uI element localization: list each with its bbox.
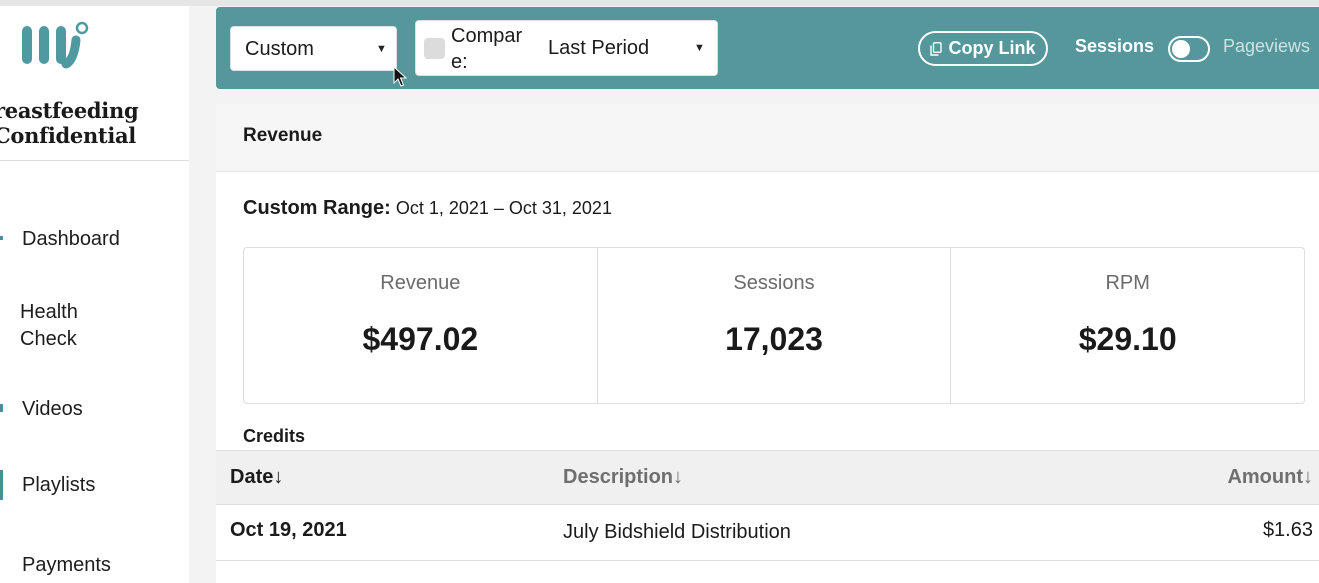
sidebar: reastfeeding Confidential Dashboard Heal…: [0, 6, 189, 583]
sessions-option[interactable]: Sessions: [1075, 36, 1155, 56]
stat-value: 17,023: [725, 321, 823, 357]
sidebar-item-health-check[interactable]: Health Check: [0, 297, 189, 355]
sidebar-item-label: Playlists: [22, 474, 96, 496]
compare-label: Compar e:: [451, 25, 523, 73]
credits-heading: Credits: [243, 426, 306, 446]
revenue-panel: Revenue Custom Range: Oct 1, 2021 – Oct …: [216, 104, 1319, 583]
copy-icon: [930, 41, 943, 56]
copy-link-button[interactable]: Copy Link: [918, 31, 1048, 66]
stat-label: Revenue: [380, 272, 461, 294]
window-top-strip: [0, 0, 1319, 6]
sidebar-item-label: Videos: [22, 398, 83, 420]
sidebar-item-dashboard[interactable]: Dashboard: [0, 224, 189, 254]
stat-revenue: Revenue $497.02: [244, 248, 598, 403]
range-select-value: Custom: [245, 38, 314, 60]
row-description: July Bidshield Distribution: [563, 521, 791, 543]
sidebar-divider: [0, 160, 189, 161]
date-range: Custom Range: Oct 1, 2021 – Oct 31, 2021: [243, 197, 612, 220]
sidebar-item-label: Dashboard: [22, 228, 120, 250]
sidebar-item-label: Payments: [22, 554, 111, 576]
row-date: Oct 19, 2021: [230, 519, 347, 541]
nav-marker: [0, 404, 3, 412]
site-logo[interactable]: [22, 20, 94, 72]
stat-label: Sessions: [733, 272, 815, 294]
page-title: Revenue: [243, 125, 323, 146]
stat-label: RPM: [1105, 272, 1150, 294]
range-value: Oct 1, 2021 – Oct 31, 2021: [395, 198, 612, 218]
nav-marker: [0, 470, 3, 500]
metric-toggle[interactable]: [1168, 36, 1210, 62]
copy-link-label: Copy Link: [948, 38, 1036, 58]
stat-rpm: RPM $29.10: [951, 248, 1304, 403]
column-header-description[interactable]: Description↓: [563, 466, 684, 488]
filter-toolbar: Custom ▼ Compar e: Last Period ▼ Copy Li…: [216, 7, 1319, 89]
range-label: Custom Range:: [243, 197, 391, 219]
pageviews-option[interactable]: Pageviews: [1223, 36, 1311, 56]
compare-period-select[interactable]: Last Period ▼: [536, 21, 718, 75]
panel-header: Revenue: [216, 104, 1319, 172]
range-select[interactable]: Custom ▼: [230, 26, 397, 71]
compare-control: Compar e: Last Period ▼: [415, 20, 718, 76]
stats-summary: Revenue $497.02 Sessions 17,023 RPM $29.…: [243, 247, 1305, 404]
stat-value: $497.02: [362, 321, 479, 357]
sidebar-item-playlists[interactable]: Playlists: [0, 470, 189, 500]
compare-checkbox[interactable]: [424, 38, 445, 59]
sidebar-item-label: Health Check: [20, 301, 78, 350]
toggle-knob: [1172, 40, 1190, 58]
stat-sessions: Sessions 17,023: [598, 248, 952, 403]
logo-mark-icon: [22, 21, 89, 69]
chevron-down-icon: ▼: [694, 42, 705, 54]
row-amount: $1.63: [1262, 519, 1313, 541]
compare-period-value: Last Period: [548, 37, 650, 59]
column-header-amount[interactable]: Amount↓: [1227, 466, 1313, 488]
sidebar-item-payments[interactable]: Payments: [0, 550, 189, 580]
nav-marker: [0, 236, 3, 240]
chevron-down-icon: ▼: [376, 43, 387, 55]
sidebar-item-videos[interactable]: Videos: [0, 394, 189, 424]
mouse-pointer-icon: [393, 66, 407, 87]
stat-value: $29.10: [1078, 321, 1177, 357]
credits-table-header: Date↓ Description↓ Amount↓: [216, 450, 1319, 505]
table-row: Oct 19, 2021 July Bidshield Distribution…: [216, 505, 1319, 561]
site-name: reastfeeding Confidential: [0, 98, 139, 148]
column-header-date[interactable]: Date↓: [230, 466, 284, 488]
